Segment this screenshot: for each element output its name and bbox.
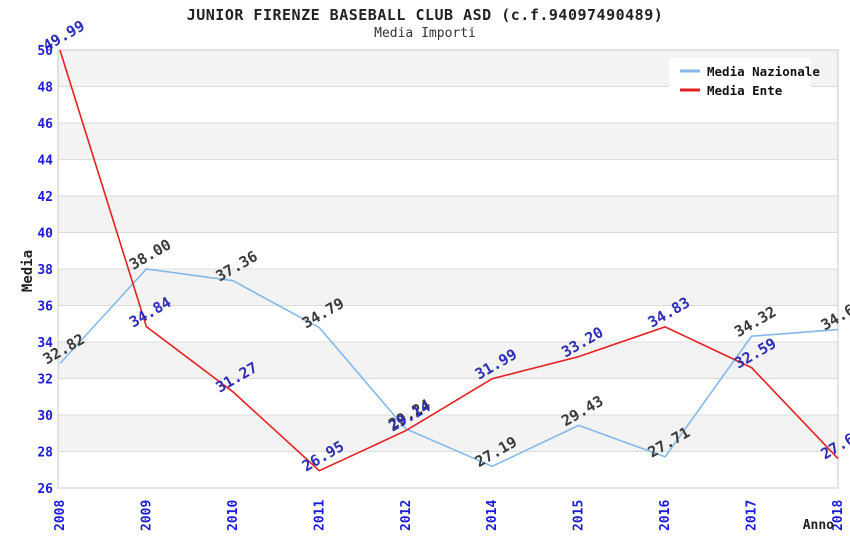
x-tick-label: 2011 (312, 500, 327, 531)
y-tick-label: 38 (37, 263, 53, 278)
x-tick-label: 2018 (831, 500, 846, 531)
plot-border (57, 49, 839, 489)
plot-band (58, 123, 838, 160)
legend-box (669, 58, 811, 104)
chart-title: JUNIOR FIRENZE BASEBALL CLUB ASD (c.f.94… (186, 6, 664, 24)
x-tick-label: 2015 (572, 500, 587, 531)
legend-item-media-nazionale: Media Nazionale (680, 64, 820, 79)
x-tick-label: 2012 (399, 500, 414, 531)
plot-band (58, 269, 838, 306)
y-tick-label: 26 (37, 482, 53, 497)
x-tick-label: 2014 (485, 500, 500, 531)
plot-band (58, 159, 838, 196)
legend: Media Nazionale Media Ente (669, 58, 820, 104)
series-line-media-nazionale (59, 268, 839, 468)
plot-band (58, 415, 838, 452)
y-tick-label: 36 (37, 300, 53, 315)
x-axis-title: Anno (803, 518, 834, 533)
plot-band (58, 342, 838, 379)
y-tick-label: 44 (37, 154, 53, 169)
x-tick-label: 2009 (139, 500, 154, 531)
plot-band (58, 378, 838, 415)
x-tick-label: 2016 (658, 500, 673, 531)
y-tick-label: 42 (37, 190, 53, 205)
y-tick-label: 30 (37, 409, 53, 424)
y-tick-label: 32 (37, 373, 53, 388)
y-tick-label: 28 (37, 446, 53, 461)
y-tick-label: 46 (37, 117, 53, 132)
y-tick-label: 34 (37, 336, 53, 351)
x-tick-label: 2008 (53, 500, 68, 531)
y-tick-label: 50 (37, 44, 53, 59)
x-tick-label: 2017 (745, 500, 760, 531)
y-tick-label: 48 (37, 81, 53, 96)
legend-item-media-ente: Media Ente (680, 83, 783, 98)
chart-subtitle: Media Importi (374, 26, 476, 41)
plot-band (58, 232, 838, 269)
plot-band (58, 305, 838, 342)
plot-band (58, 196, 838, 233)
y-axis-title: Media (20, 250, 36, 292)
plot-band (58, 451, 838, 488)
legend-label: Media Ente (707, 83, 783, 98)
series-line-media-ente (59, 49, 839, 472)
legend-label: Media Nazionale (707, 64, 820, 79)
x-tick-label: 2010 (226, 500, 241, 531)
y-tick-label: 40 (37, 227, 53, 242)
